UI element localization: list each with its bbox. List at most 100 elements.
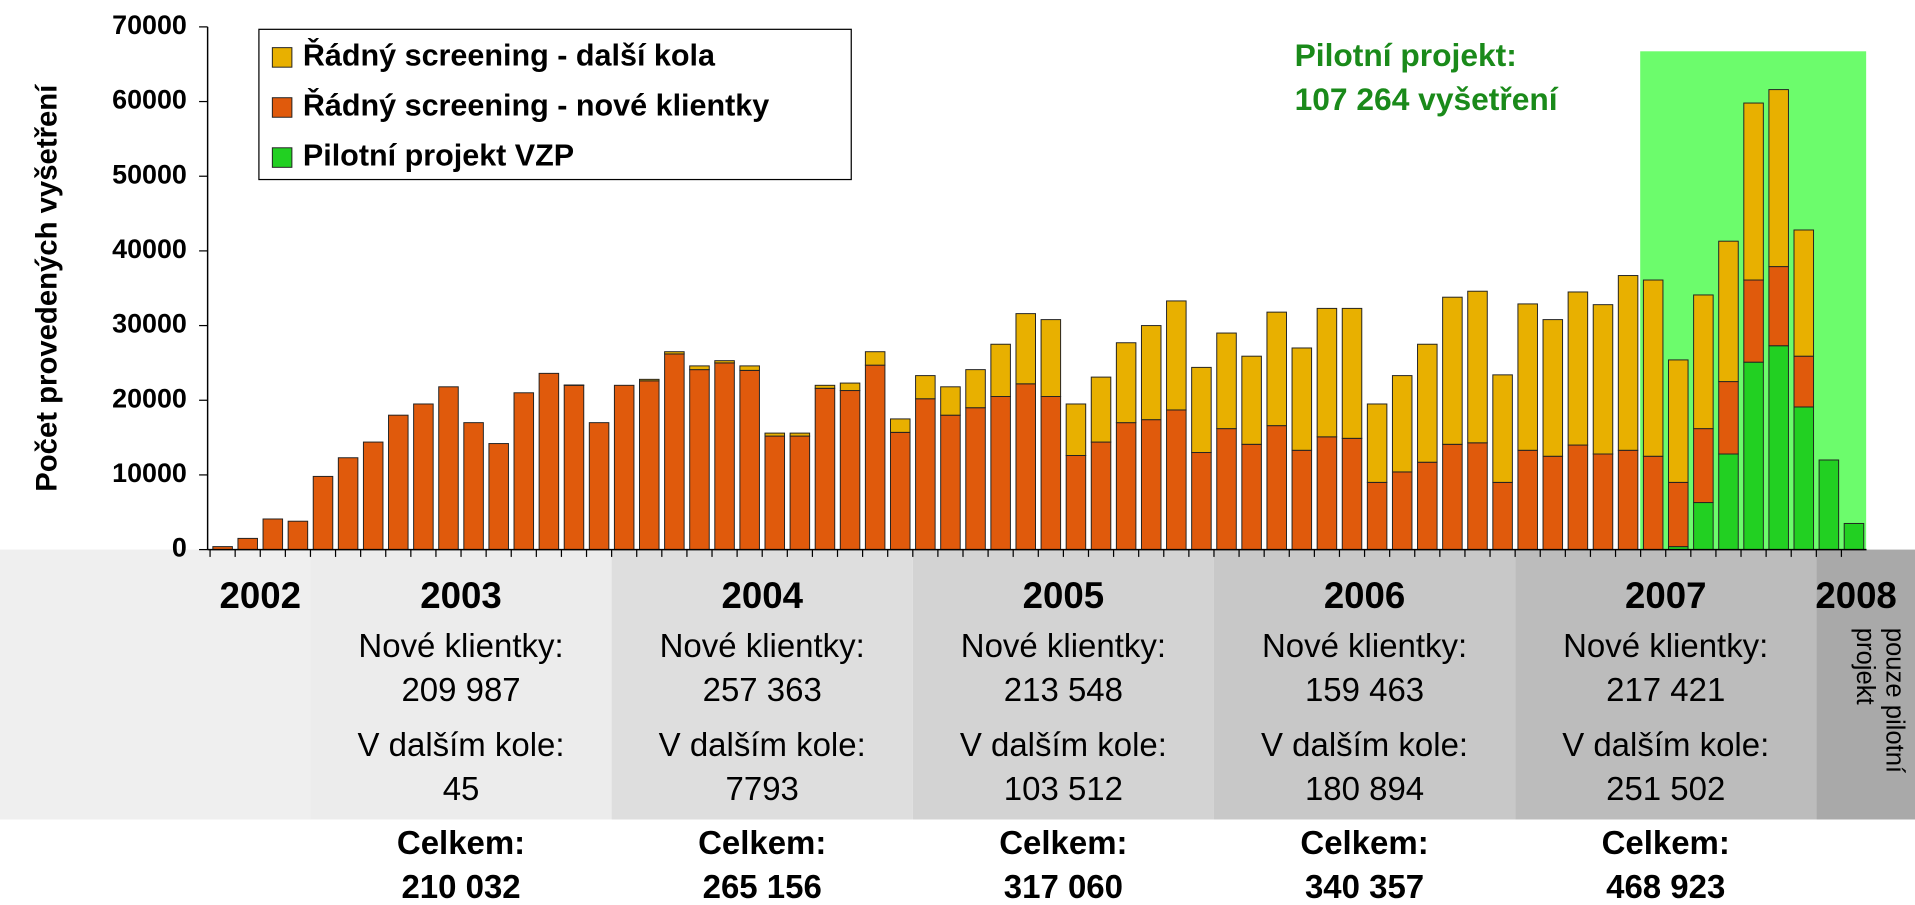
bar-segment <box>1693 502 1714 551</box>
period-note: pouze pilotní <box>1880 628 1908 773</box>
bar-segment <box>1266 311 1287 427</box>
bar-segment <box>1115 342 1137 424</box>
total-label: Celkem: <box>1602 824 1730 861</box>
bar-segment <box>1341 307 1363 439</box>
bar-segment <box>1818 459 1840 551</box>
period-new-label: Nové klientky: <box>358 627 563 664</box>
bar-segment <box>1366 481 1388 551</box>
period-new: 213 548 <box>1004 671 1123 708</box>
bar-segment <box>864 364 886 551</box>
year-label: 2007 <box>1625 575 1706 616</box>
bar-segment <box>1642 455 1664 551</box>
bar-segment <box>739 369 760 551</box>
bar-segment <box>1316 436 1338 551</box>
bar-segment <box>814 387 836 551</box>
bar-segment <box>764 432 786 437</box>
bar-segment <box>1417 343 1438 463</box>
bar-segment <box>1191 366 1212 454</box>
bar-segment <box>1743 279 1764 363</box>
y-axis-label: Počet provedených vyšetření <box>31 84 64 492</box>
total-label: Celkem: <box>698 824 826 861</box>
bar-segment <box>1768 345 1789 551</box>
bar-segment <box>1166 300 1187 411</box>
bar-segment <box>1567 291 1589 446</box>
bar-segment <box>915 375 936 400</box>
bar-segment <box>864 351 886 366</box>
bar-segment <box>1216 332 1237 430</box>
bar-segment <box>337 457 359 551</box>
year-label: 2002 <box>220 575 301 616</box>
period-next-label: V dalším kole: <box>960 726 1167 763</box>
period-next-label: V dalším kole: <box>1261 726 1468 763</box>
bar-segment <box>1592 453 1614 551</box>
bar-segment <box>1668 481 1689 548</box>
bar-segment <box>1316 307 1338 438</box>
bar-segment <box>613 384 635 551</box>
period-cell <box>912 549 1214 820</box>
bar-segment <box>1542 455 1564 551</box>
bar-segment <box>839 390 861 551</box>
bar-segment <box>1191 452 1212 551</box>
y-tick-label: 40000 <box>112 234 187 264</box>
bar-segment <box>388 414 409 551</box>
bar-segment <box>513 392 535 551</box>
bar-segment <box>1668 359 1689 483</box>
bar-segment <box>1517 449 1538 551</box>
bar-segment <box>664 351 685 355</box>
y-tick-label: 50000 <box>112 159 187 189</box>
period-next-label: V dalším kole: <box>659 726 866 763</box>
bar-segment <box>1768 89 1789 268</box>
bar-segment <box>1015 383 1036 551</box>
bar-segment <box>1492 374 1513 483</box>
bar-segment <box>814 384 836 389</box>
bar-segment <box>1090 376 1112 443</box>
bar-segment <box>1517 303 1538 451</box>
period-next-label: V dalším kole: <box>358 726 565 763</box>
bar-segment <box>588 422 610 551</box>
legend-box <box>258 28 852 181</box>
legend-label: Řádný screening - nové klientky <box>303 87 769 123</box>
y-tick-label: 0 <box>172 533 187 563</box>
y-tick-label: 60000 <box>112 85 187 115</box>
bar-segment <box>1015 313 1036 385</box>
period-new-label: Nové klientky: <box>1563 627 1768 664</box>
bar-segment <box>1617 449 1639 551</box>
legend: Řádný screening - další kola Řádný screen… <box>258 28 852 181</box>
bar-segment <box>990 396 1011 551</box>
bar-segment <box>965 369 986 409</box>
bar-segment <box>287 520 309 551</box>
total-label: Celkem: <box>397 824 525 861</box>
bar-segment <box>990 343 1011 398</box>
bar-segment <box>1166 409 1187 551</box>
bar-segment <box>1743 361 1764 551</box>
total-value: 210 032 <box>401 868 520 905</box>
year-label: 2008 <box>1815 575 1896 616</box>
period-new-label: Nové klientky: <box>660 627 865 664</box>
bar-segment <box>1793 406 1815 551</box>
bar-segment <box>915 398 936 551</box>
period-new: 159 463 <box>1305 671 1424 708</box>
bar-segment <box>1743 102 1764 281</box>
bar-segment <box>1065 403 1087 456</box>
bar-segment <box>1718 381 1739 455</box>
bar-segment <box>889 418 911 433</box>
bar-segment <box>1442 296 1463 445</box>
bar-segment <box>689 365 710 371</box>
bar-segment <box>1090 441 1112 551</box>
bar-segment <box>1391 471 1413 551</box>
bar-segment <box>714 362 735 551</box>
bar-segment <box>940 386 961 416</box>
bar-segment <box>664 353 685 551</box>
legend-swatch <box>271 97 293 118</box>
bar-segment <box>1843 522 1865 551</box>
bar-segment <box>714 360 735 364</box>
bar-segment <box>563 384 585 551</box>
bar-segment <box>237 537 258 551</box>
period-cell <box>1213 549 1516 820</box>
total-value: 468 923 <box>1606 868 1725 905</box>
year-label: 2004 <box>721 575 803 616</box>
bar-segment <box>1492 481 1513 551</box>
bar-segment <box>1467 442 1488 551</box>
bar-segment <box>764 435 786 551</box>
bar-segment <box>1718 453 1739 551</box>
